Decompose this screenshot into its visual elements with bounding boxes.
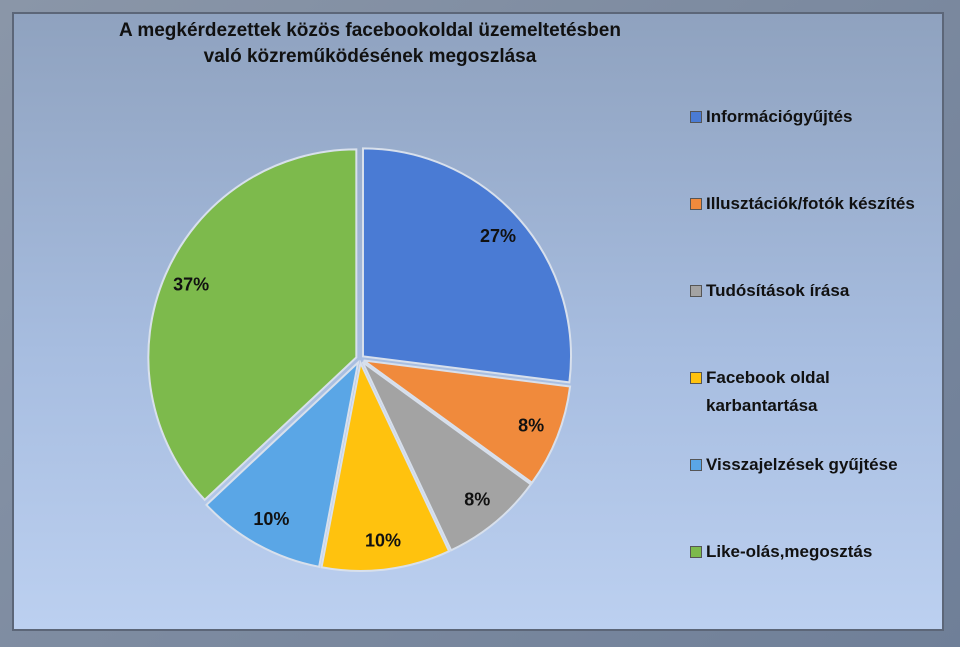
legend-item: Illusztációk/fotók készítés <box>690 190 920 218</box>
legend-swatch <box>690 285 702 297</box>
legend-label: Illusztációk/fotók készítés <box>706 194 915 213</box>
pie-slice <box>205 359 360 568</box>
data-label: 27% <box>480 226 516 246</box>
legend-swatch <box>690 546 702 558</box>
legend-swatch <box>690 198 702 210</box>
legend-item: Like-olás,megosztás <box>690 538 920 566</box>
legend-label: Információgyűjtés <box>706 107 853 126</box>
legend-item: Facebook oldal karbantartása <box>690 364 920 420</box>
pie-slice <box>361 361 533 552</box>
data-label: 10% <box>253 509 289 529</box>
pie-slice <box>147 148 358 502</box>
data-label: 37% <box>173 275 209 295</box>
pie-slice <box>320 359 451 572</box>
legend-item: Információgyűjtés <box>690 103 920 131</box>
legend-label: Visszajelzések gyűjtése <box>706 455 898 474</box>
chart-title: A megkérdezettek közös facebookoldal üze… <box>119 20 621 67</box>
legend-label: Like-olás,megosztás <box>706 542 873 561</box>
data-label: 10% <box>365 530 401 550</box>
legend-item: Visszajelzések gyűjtése <box>690 451 920 479</box>
pie-slice <box>362 147 572 384</box>
legend-label: Tudósítások írása <box>706 281 850 300</box>
data-label: 8% <box>464 490 490 510</box>
legend-label: Facebook oldal karbantartása <box>706 368 830 415</box>
legend-swatch <box>690 372 702 384</box>
data-label: 8% <box>518 415 544 435</box>
legend-item: Tudósítások írása <box>690 277 920 305</box>
legend-swatch <box>690 459 702 471</box>
legend-swatch <box>690 111 702 123</box>
pie-slice <box>363 359 572 485</box>
